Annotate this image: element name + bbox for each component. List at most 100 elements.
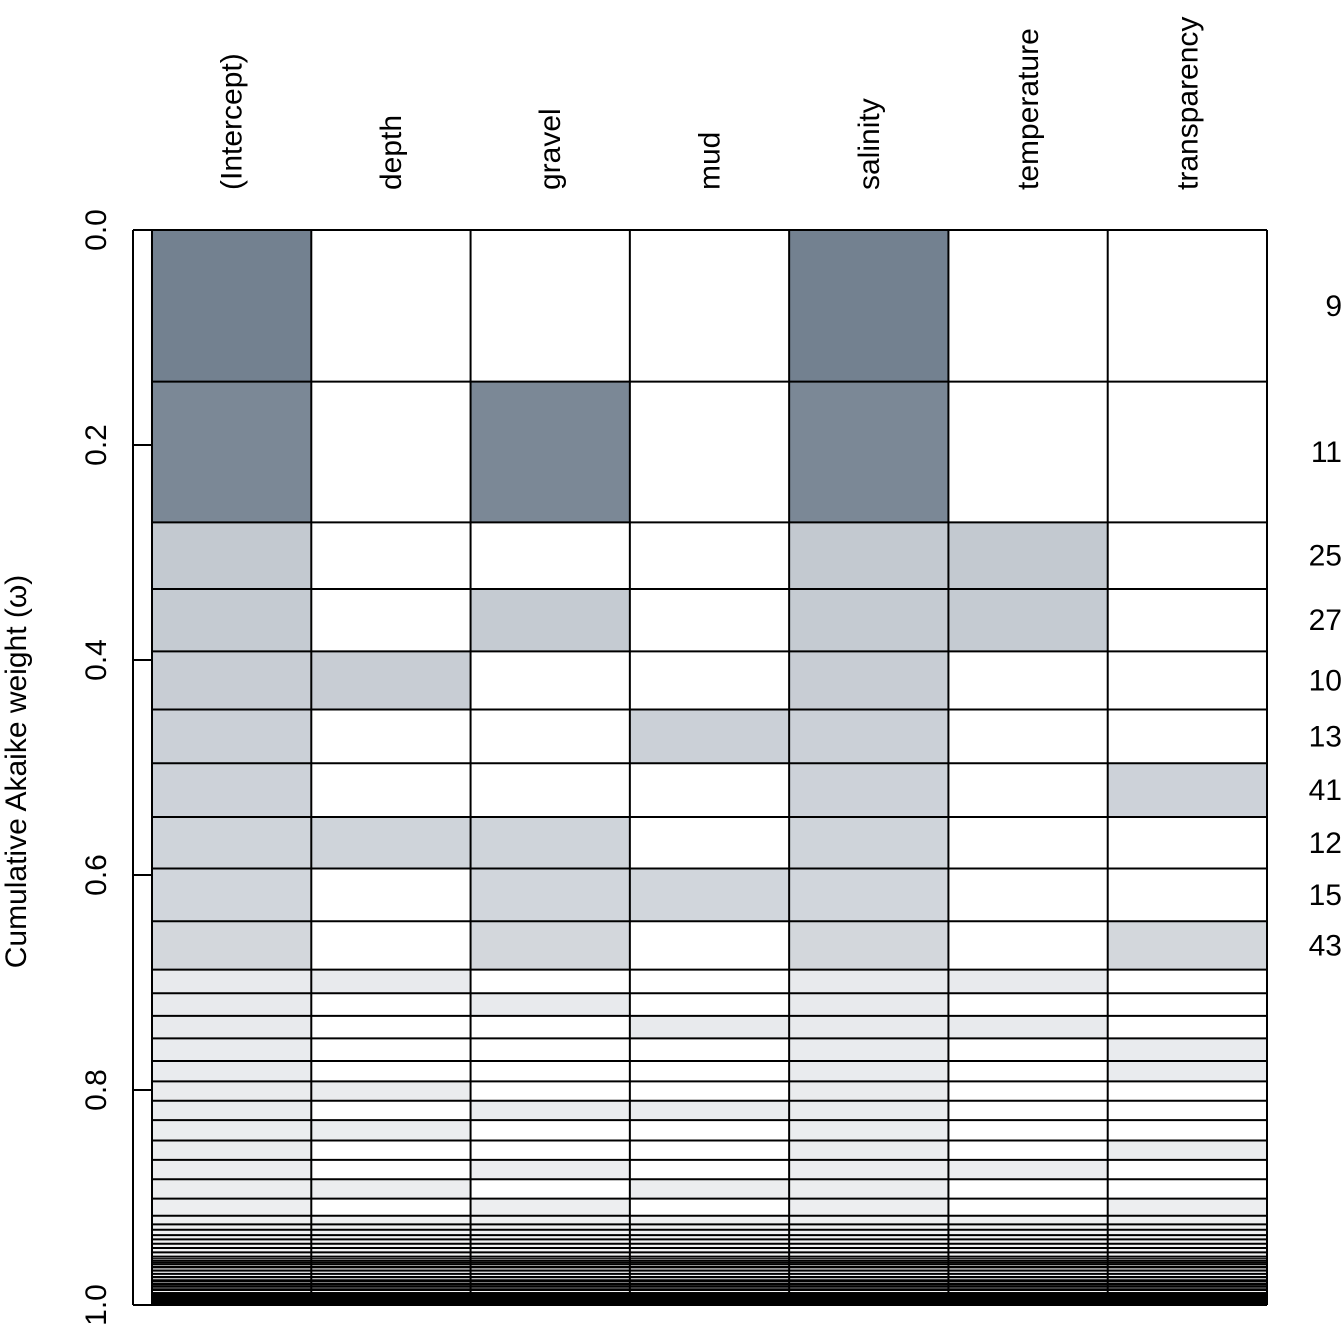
cell-5-2 [470,709,630,764]
cell-9-6 [1107,921,1267,970]
model-label: 25 [1309,540,1342,573]
cell-20-1 [311,1179,471,1199]
column-dividers [151,230,1268,1305]
cell-19-1 [311,1159,471,1180]
cell-29-2 [470,1252,630,1257]
cell-33-5 [948,1267,1108,1271]
cell-36-0 [152,1277,312,1281]
cell-21-6 [1107,1198,1267,1216]
cell-5-6 [1107,709,1267,764]
cell-12-5 [948,1015,1108,1039]
cell-24-2 [470,1229,630,1236]
cell-15-3 [629,1081,790,1101]
cell-4-2 [470,651,630,710]
cell-40-1 [311,1289,471,1294]
cell-40-4 [789,1289,949,1294]
cell-15-0 [152,1081,312,1101]
cell-1-6 [1107,381,1267,523]
cell-5-1 [311,709,471,764]
cell-21-0 [152,1198,312,1216]
variable-label: depth [375,115,408,190]
cell-0-0 [152,230,312,382]
cell-24-6 [1107,1229,1267,1236]
cell-7-2 [470,816,630,869]
cell-35-5 [948,1273,1108,1278]
cell-14-5 [948,1060,1108,1082]
cell-3-6 [1107,589,1267,652]
cell-4-5 [948,651,1108,710]
variable-label: gravel [534,108,567,190]
cell-2-0 [152,522,312,590]
cell-6-5 [948,763,1108,817]
cell-19-4 [789,1159,949,1180]
cell-29-1 [311,1252,471,1257]
cell-40-6 [1107,1289,1267,1294]
cell-22-5 [948,1215,1108,1225]
cell-23-0 [152,1224,312,1230]
cell-19-0 [152,1159,312,1180]
cell-10-2 [470,969,630,994]
cell-17-3 [629,1120,790,1141]
cell-36-4 [789,1277,949,1281]
cell-26-6 [1107,1239,1267,1244]
cell-18-0 [152,1140,312,1160]
cell-35-4 [789,1273,949,1278]
cell-17-6 [1107,1120,1267,1141]
y-tick-label: 0.0 [80,209,113,251]
cell-22-4 [789,1215,949,1225]
cell-36-1 [311,1277,471,1281]
y-tick-label: 0.8 [80,1069,113,1111]
cell-1-5 [948,381,1108,523]
cell-6-4 [789,763,949,817]
cell-8-3 [629,868,790,922]
cell-28-2 [470,1248,630,1253]
cell-36-2 [470,1277,630,1281]
cell-9-3 [629,921,790,970]
cell-24-5 [948,1229,1108,1236]
cell-8-2 [470,868,630,922]
cell-18-1 [311,1140,471,1160]
cell-28-0 [152,1248,312,1253]
cell-4-3 [629,651,790,710]
cell-13-5 [948,1038,1108,1061]
cell-11-3 [629,993,790,1016]
cell-26-0 [152,1239,312,1244]
cell-12-0 [152,1015,312,1039]
cell-16-6 [1107,1100,1267,1121]
cell-9-4 [789,921,949,970]
variable-label: (Intercept) [216,53,249,190]
cell-3-5 [948,589,1108,652]
cell-34-0 [152,1270,312,1274]
cell-19-2 [470,1159,630,1180]
cell-15-1 [311,1081,471,1101]
cell-18-4 [789,1140,949,1160]
cell-27-3 [629,1243,790,1249]
cell-6-2 [470,763,630,817]
cell-21-5 [948,1198,1108,1216]
cell-40-2 [470,1289,630,1294]
model-label: 10 [1309,664,1342,697]
row-dividers [152,229,1267,1306]
cell-27-0 [152,1243,312,1249]
cell-22-3 [629,1215,790,1225]
cell-4-1 [311,651,471,710]
cell-10-0 [152,969,312,994]
cell-18-3 [629,1140,790,1160]
cell-27-4 [789,1243,949,1249]
cell-36-3 [629,1277,790,1281]
cell-14-3 [629,1060,790,1082]
cell-29-0 [152,1252,312,1257]
cell-10-3 [629,969,790,994]
cell-6-1 [311,763,471,817]
cell-2-5 [948,522,1108,590]
cell-33-0 [152,1267,312,1271]
cell-23-3 [629,1224,790,1230]
cell-0-3 [629,230,790,382]
cell-10-4 [789,969,949,994]
cell-13-6 [1107,1038,1267,1061]
variable-label: temperature [1012,28,1045,190]
cell-0-2 [470,230,630,382]
cell-23-1 [311,1224,471,1230]
model-label: 11 [1311,436,1342,469]
model-label: 15 [1309,879,1342,912]
